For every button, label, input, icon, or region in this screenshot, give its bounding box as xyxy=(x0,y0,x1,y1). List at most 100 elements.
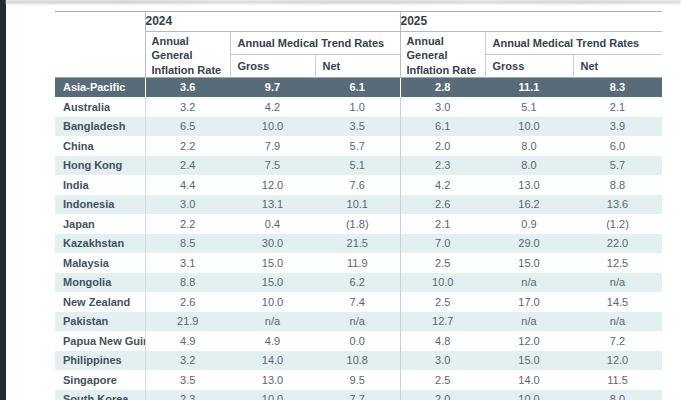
value-cell: 8.0 xyxy=(485,156,573,176)
value-cell: 8.5 xyxy=(145,234,230,254)
col-header-gross-2024: Gross xyxy=(230,54,315,77)
value-cell: 2.6 xyxy=(145,292,230,312)
country-cell: Papua New Guinea xyxy=(55,331,145,351)
value-cell: 22.0 xyxy=(573,234,662,254)
value-cell: 14.0 xyxy=(230,351,315,371)
value-cell: 3.0 xyxy=(400,351,485,371)
value-cell: 6.2 xyxy=(315,273,400,293)
value-cell: 12.0 xyxy=(485,331,573,351)
value-cell: n/a xyxy=(573,312,662,332)
value-cell: 16.2 xyxy=(485,195,573,215)
value-cell: (1.2) xyxy=(573,214,662,234)
table-row: South Korea2.310.07.72.010.08.0 xyxy=(55,390,662,400)
value-cell: 8.0 xyxy=(573,390,662,400)
corner-cell xyxy=(55,12,145,32)
left-edge-bar xyxy=(0,0,6,400)
value-cell: 15.0 xyxy=(485,351,573,371)
value-cell: 3.6 xyxy=(145,77,230,97)
country-cell: Asia-Pacific xyxy=(55,77,145,97)
value-cell: 12.7 xyxy=(400,312,485,332)
table-row: Mongolia8.815.06.210.0n/an/a xyxy=(55,273,662,293)
col-header-medical-2025: Annual Medical Trend Rates xyxy=(485,32,662,55)
value-cell: 13.0 xyxy=(230,370,315,390)
col-header-medical-2024: Annual Medical Trend Rates xyxy=(230,32,400,55)
value-cell: 8.8 xyxy=(573,175,662,195)
table-row: Australia3.24.21.03.05.12.1 xyxy=(55,97,662,117)
table-body: Asia-Pacific3.69.76.12.811.18.3Australia… xyxy=(55,77,662,400)
cropped-text-smudge xyxy=(6,0,681,4)
value-cell: 6.5 xyxy=(145,117,230,137)
value-cell: 29.0 xyxy=(485,234,573,254)
value-cell: 17.0 xyxy=(485,292,573,312)
value-cell: 30.0 xyxy=(230,234,315,254)
country-cell: China xyxy=(55,136,145,156)
value-cell: 4.9 xyxy=(230,331,315,351)
table-row: China2.27.95.72.08.06.0 xyxy=(55,136,662,156)
table-row: New Zealand2.610.07.42.517.014.5 xyxy=(55,292,662,312)
value-cell: 3.5 xyxy=(145,370,230,390)
value-cell: 6.0 xyxy=(573,136,662,156)
value-cell: 3.0 xyxy=(400,97,485,117)
value-cell: 6.1 xyxy=(315,77,400,97)
year-header-2025: 2025 xyxy=(400,12,662,32)
table-row: Singapore3.513.09.52.514.011.5 xyxy=(55,370,662,390)
value-cell: 3.2 xyxy=(145,351,230,371)
table-row: Kazakhstan8.530.021.57.029.022.0 xyxy=(55,234,662,254)
value-cell: 4.4 xyxy=(145,175,230,195)
value-cell: 7.4 xyxy=(315,292,400,312)
value-cell: 2.5 xyxy=(400,370,485,390)
country-cell: Kazakhstan xyxy=(55,234,145,254)
value-cell: 4.8 xyxy=(400,331,485,351)
value-cell: 14.0 xyxy=(485,370,573,390)
value-cell: 13.0 xyxy=(485,175,573,195)
value-cell: 2.2 xyxy=(145,136,230,156)
value-cell: n/a xyxy=(485,273,573,293)
value-cell: 2.5 xyxy=(400,292,485,312)
value-cell: 4.2 xyxy=(230,97,315,117)
value-cell: 11.5 xyxy=(573,370,662,390)
value-cell: 21.5 xyxy=(315,234,400,254)
value-cell: 8.0 xyxy=(485,136,573,156)
value-cell: (1.8) xyxy=(315,214,400,234)
value-cell: 7.0 xyxy=(400,234,485,254)
table-row: Bangladesh6.510.03.56.110.03.9 xyxy=(55,117,662,137)
value-cell: 10.0 xyxy=(485,390,573,400)
value-cell: 3.2 xyxy=(145,97,230,117)
country-cell: Indonesia xyxy=(55,195,145,215)
col-header-net-2024: Net xyxy=(315,54,400,77)
value-cell: 2.5 xyxy=(400,253,485,273)
value-cell: 8.8 xyxy=(145,273,230,293)
country-cell: Malaysia xyxy=(55,253,145,273)
country-cell: Singapore xyxy=(55,370,145,390)
value-cell: 5.1 xyxy=(485,97,573,117)
value-cell: 14.5 xyxy=(573,292,662,312)
value-cell: 7.5 xyxy=(230,156,315,176)
value-cell: 3.9 xyxy=(573,117,662,137)
value-cell: 5.7 xyxy=(573,156,662,176)
value-cell: 12.5 xyxy=(573,253,662,273)
medical-trend-table: 2024 2025 Annual General Inflation Rate … xyxy=(55,11,662,400)
value-cell: 0.4 xyxy=(230,214,315,234)
value-cell: 2.2 xyxy=(145,214,230,234)
value-cell: 10.0 xyxy=(230,390,315,400)
col-header-gross-2025: Gross xyxy=(485,54,573,77)
value-cell: 2.1 xyxy=(400,214,485,234)
value-cell: 2.3 xyxy=(400,156,485,176)
col-header-net-2025: Net xyxy=(573,54,662,77)
value-cell: n/a xyxy=(315,312,400,332)
value-cell: 1.0 xyxy=(315,97,400,117)
table-row: Japan2.20.4(1.8)2.10.9(1.2) xyxy=(55,214,662,234)
value-cell: 3.5 xyxy=(315,117,400,137)
year-header-row: 2024 2025 xyxy=(55,12,662,32)
country-cell: Japan xyxy=(55,214,145,234)
value-cell: 12.0 xyxy=(230,175,315,195)
value-cell: 0.0 xyxy=(315,331,400,351)
value-cell: 11.1 xyxy=(485,77,573,97)
country-cell: New Zealand xyxy=(55,292,145,312)
value-cell: 7.2 xyxy=(573,331,662,351)
value-cell: 5.7 xyxy=(315,136,400,156)
table-row: Papua New Guinea4.94.90.04.812.07.2 xyxy=(55,331,662,351)
country-cell: South Korea xyxy=(55,390,145,400)
value-cell: 7.7 xyxy=(315,390,400,400)
value-cell: n/a xyxy=(230,312,315,332)
